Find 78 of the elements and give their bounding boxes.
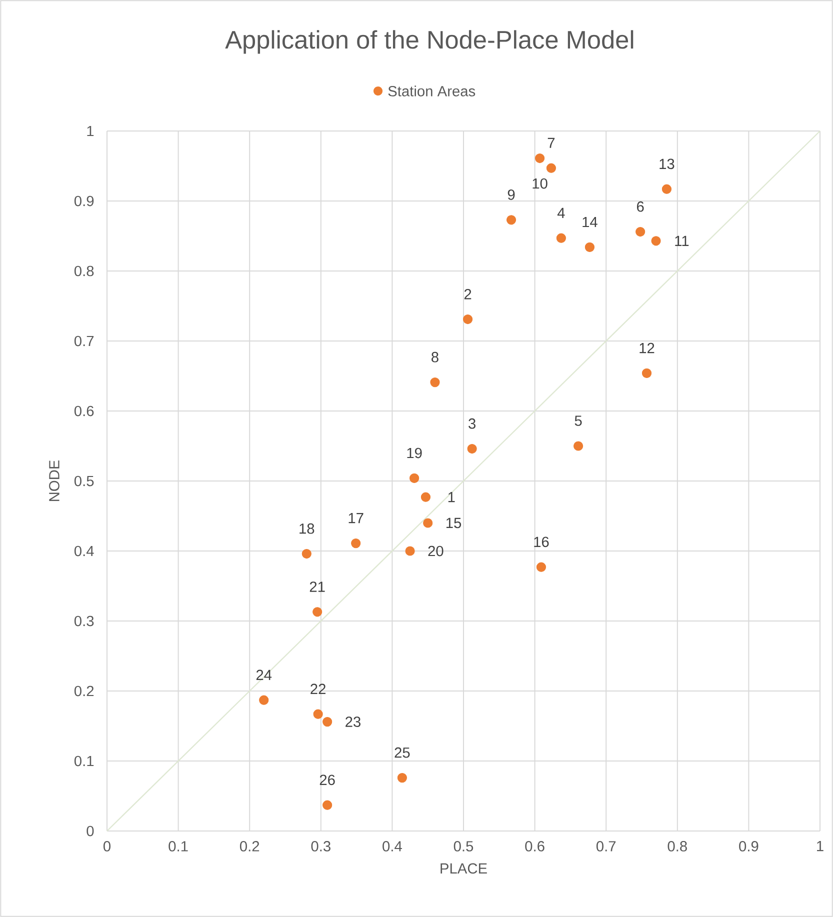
annotation: 23: [346, 716, 360, 727]
point: [651, 236, 661, 246]
y-tick-label: 0.1: [74, 756, 94, 766]
y-tick-label: 0.7: [74, 336, 94, 346]
y-tick-label: 0.4: [74, 546, 94, 556]
annotation: 8: [432, 352, 438, 362]
point: [322, 716, 332, 727]
annotation: 24: [256, 670, 272, 680]
y-tick-label: 0.8: [74, 266, 94, 276]
point: [259, 695, 269, 705]
y-axis-title: NODE: [49, 460, 60, 501]
annotation: 20: [428, 546, 444, 556]
point: [534, 153, 545, 164]
y-tick-label: 0.3: [74, 616, 94, 626]
point: [351, 538, 361, 548]
annotation: 2: [464, 288, 472, 300]
annotation: 21: [310, 582, 325, 592]
annotation: 22: [310, 684, 326, 694]
legend-label: Station Areas: [388, 86, 476, 96]
annotation: 12: [640, 342, 654, 354]
point: [584, 242, 595, 252]
point: [462, 314, 473, 324]
chart-title: Application of the Node-Place Model: [225, 30, 634, 54]
y-tick-label: 0: [86, 826, 94, 836]
x-tick-label: 0.9: [739, 841, 758, 852]
annotation: 18: [300, 523, 314, 534]
y-tick-label: 0.5: [74, 476, 94, 486]
annotation: 26: [320, 774, 335, 786]
point: [536, 562, 546, 572]
point: [397, 772, 407, 783]
x-tick-label: 0.7: [596, 841, 616, 852]
annotation: 10: [532, 178, 548, 189]
point: [430, 377, 440, 388]
annotation: 4: [557, 208, 565, 218]
x-tick-label: 0.1: [168, 841, 188, 852]
x-tick-label: 1: [817, 841, 824, 852]
annotation: 25: [394, 747, 410, 758]
point: [556, 233, 566, 243]
x-tick-label: 0.2: [240, 841, 260, 852]
x-tick-label: 0.5: [454, 841, 474, 852]
y-tick-label: 0.2: [74, 686, 94, 696]
point: [467, 444, 477, 454]
point: [405, 546, 415, 556]
point: [506, 215, 516, 225]
y-tick-label: 0.6: [74, 406, 94, 416]
x-axis-title: PLACE: [440, 863, 487, 874]
annotation: 15: [446, 518, 462, 528]
annotation: 16: [534, 536, 549, 548]
point: [420, 492, 431, 502]
point: [423, 518, 433, 528]
y-tick-label: 0.9: [74, 196, 94, 206]
annotation: 11: [675, 236, 689, 246]
annotation: 3: [468, 418, 476, 429]
annotation: 7: [548, 138, 555, 148]
point: [410, 473, 420, 483]
point: [642, 368, 652, 378]
annotation: 6: [637, 201, 644, 212]
annotation: 19: [407, 448, 422, 458]
y-tick-label: 1: [87, 126, 94, 136]
x-tick-label: 0.6: [525, 841, 544, 852]
point: [636, 226, 646, 237]
point: [302, 548, 312, 559]
x-tick-label: 0: [103, 841, 110, 852]
x-tick-label: 0.4: [382, 841, 402, 852]
annotation: 5: [574, 416, 582, 426]
point: [546, 163, 556, 173]
annotation: 17: [348, 513, 364, 524]
x-tick-label: 0.8: [668, 841, 687, 852]
point: [313, 709, 323, 719]
point: [312, 607, 322, 617]
annotation: 1: [448, 492, 455, 502]
point: [322, 800, 332, 810]
point: [662, 184, 672, 194]
point: [573, 441, 584, 451]
x-tick-label: 0.3: [311, 841, 330, 852]
annotation: 13: [660, 158, 674, 170]
annotation: 14: [582, 216, 598, 228]
annotation: 9: [508, 190, 515, 200]
